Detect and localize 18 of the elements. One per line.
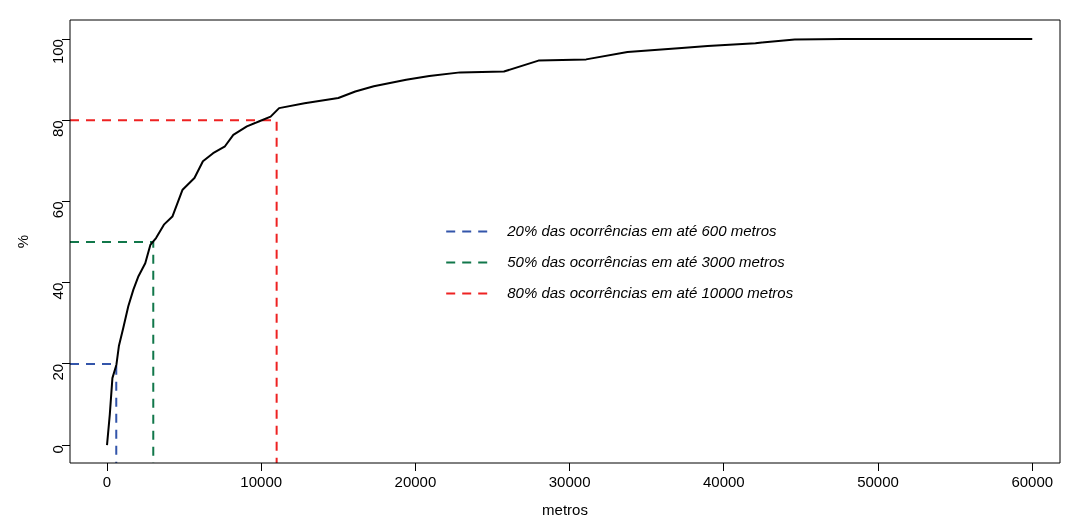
legend-label: 80% das ocorrências em até 10000 metros [507, 283, 794, 301]
x-tick-label: 50000 [857, 473, 899, 491]
legend-label: 20% das ocorrências em até 600 metros [506, 221, 777, 239]
x-tick-label: 0 [102, 473, 112, 491]
y-tick-label: 100 [49, 39, 67, 65]
x-tick-label: 40000 [702, 473, 745, 491]
y-tick-label: 80 [49, 120, 67, 137]
y-axis-title: % [14, 234, 32, 249]
legend-label: 50% das ocorrências em até 3000 metros [507, 252, 786, 270]
x-tick-label: 20000 [394, 473, 437, 491]
y-tick-label: 20 [49, 363, 67, 381]
x-tick-label: 60000 [1011, 473, 1054, 491]
x-axis-title: metros [542, 501, 588, 519]
y-tick-label: 60 [49, 201, 67, 219]
y-tick-label: 40 [49, 282, 67, 300]
x-tick-label: 30000 [548, 473, 591, 491]
x-tick-label: 10000 [240, 473, 283, 491]
y-tick-label: 0 [49, 445, 67, 454]
